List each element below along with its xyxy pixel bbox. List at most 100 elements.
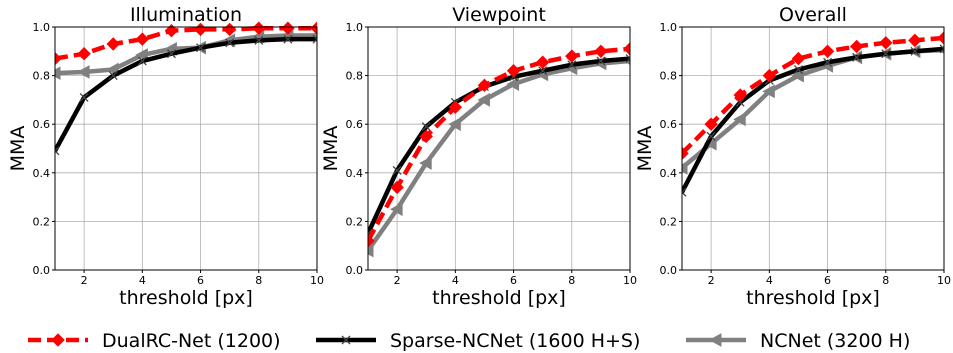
series-group: [368, 42, 630, 258]
subplot-title: Viewpoint: [452, 4, 546, 26]
data-point: [283, 34, 293, 44]
data-point: [538, 66, 548, 76]
data-point: [596, 56, 606, 66]
data-point: [682, 146, 689, 161]
data-point: [419, 129, 433, 144]
data-point: [79, 93, 89, 102]
x-tick-label: 6: [197, 274, 204, 287]
legend-marker: [708, 333, 722, 347]
data-point: [733, 112, 746, 127]
data-point: [682, 161, 688, 175]
data-point: [879, 36, 893, 50]
y-tick-label: 0.4: [33, 167, 51, 180]
data-point: [390, 202, 403, 217]
subplot-title: Illumination: [130, 4, 242, 26]
series-line: [368, 58, 630, 252]
data-point: [625, 54, 630, 64]
y-axis-label: MMA: [320, 126, 342, 172]
x-tick-label: 2: [394, 274, 401, 287]
data-point: [908, 33, 922, 48]
x-tick-label: 4: [139, 274, 146, 287]
series-line: [55, 25, 317, 61]
data-point: [254, 35, 264, 45]
data-point: [762, 68, 777, 83]
axes-frame: [681, 26, 945, 271]
data-point: [390, 180, 404, 195]
data-point: [368, 234, 375, 248]
data-point: [421, 122, 431, 132]
series-line: [682, 46, 944, 194]
y-tick-label: 0.0: [33, 264, 51, 277]
y-tick-label: 0.8: [33, 70, 51, 83]
data-point: [419, 156, 432, 170]
x-axis-label: threshold [px]: [119, 287, 253, 309]
series-line: [368, 56, 630, 235]
series-line: [55, 33, 317, 76]
data-point: [77, 47, 91, 61]
y-tick-label: 1.0: [660, 21, 678, 34]
data-point: [196, 43, 206, 53]
data-point: [937, 31, 944, 45]
y-tick-label: 1.0: [33, 21, 51, 34]
x-tick-label: 4: [766, 274, 773, 287]
data-point: [567, 60, 577, 70]
y-tick-label: 0.4: [346, 167, 364, 180]
data-point: [392, 165, 402, 175]
data-point: [535, 55, 550, 69]
y-tick-label: 0.0: [660, 264, 678, 277]
data-point: [881, 49, 891, 59]
y-tick-label: 1.0: [346, 21, 364, 34]
y-tick-label: 0.6: [660, 118, 678, 131]
legend-label: DualRC-Net (1200): [102, 330, 281, 352]
series-line: [55, 36, 317, 153]
x-tick-label: 6: [510, 274, 517, 287]
series-group: [55, 21, 317, 156]
x-axis-label: threshold [px]: [746, 287, 880, 309]
legend-marker: [341, 335, 351, 345]
data-point: [939, 44, 944, 54]
data-point: [252, 21, 266, 35]
data-point: [706, 131, 716, 141]
data-point: [77, 65, 90, 79]
data-point: [55, 51, 62, 66]
x-tick-label: 4: [452, 274, 459, 287]
data-point: [166, 49, 176, 59]
y-tick-label: 0.4: [660, 167, 678, 180]
legend-label: NCNet (3200 H): [760, 330, 910, 352]
series-line: [682, 35, 944, 155]
x-tick-label: 10: [623, 274, 637, 287]
x-tick-label: 2: [708, 274, 715, 287]
y-tick-label: 0.0: [346, 264, 364, 277]
y-tick-label: 0.6: [346, 118, 364, 131]
data-point: [704, 117, 718, 131]
data-point: [225, 38, 235, 48]
subplot-viewpoint: 2 4 6 8 10 0.0 0.2 0.4 0.6 0.8 1.0 Viewpoint thresho…: [320, 4, 637, 309]
y-tick-label: 0.2: [33, 215, 51, 228]
x-tick-label: 8: [882, 274, 889, 287]
data-point: [281, 21, 295, 35]
axes-frame: [54, 26, 318, 271]
axes-frame: [367, 26, 631, 271]
data-point: [55, 146, 60, 156]
data-point: [310, 21, 317, 35]
data-point: [164, 23, 179, 38]
x-axis-label: threshold [px]: [432, 287, 566, 309]
y-tick-label: 0.6: [33, 118, 51, 131]
y-axis-label: MMA: [7, 126, 29, 172]
x-tick-label: 10: [937, 274, 951, 287]
data-point: [594, 44, 608, 59]
y-tick-label: 0.8: [346, 70, 364, 83]
data-point: [448, 117, 461, 132]
data-point: [368, 243, 374, 258]
x-tick-label: 10: [310, 274, 324, 287]
data-point: [312, 34, 317, 44]
data-point: [477, 93, 490, 107]
subplot-title: Overall: [779, 4, 847, 26]
data-point: [477, 78, 492, 93]
x-tick-label: 6: [824, 274, 831, 287]
data-point: [506, 64, 521, 78]
data-point: [135, 32, 150, 46]
data-point: [106, 37, 120, 51]
y-axis-label: MMA: [634, 126, 656, 172]
data-point: [682, 187, 687, 197]
